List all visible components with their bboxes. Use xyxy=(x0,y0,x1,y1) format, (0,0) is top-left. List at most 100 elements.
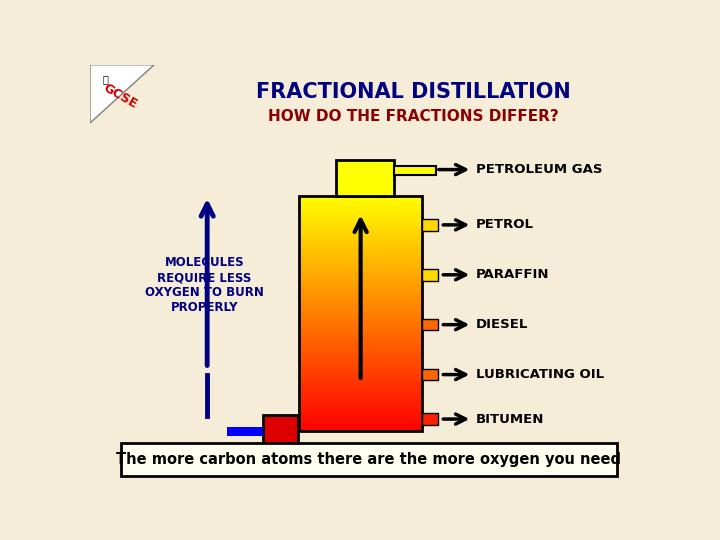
Bar xyxy=(300,408,422,409)
Bar xyxy=(300,254,422,255)
Bar xyxy=(300,337,422,338)
Bar xyxy=(300,361,422,362)
Bar xyxy=(300,387,422,388)
Bar xyxy=(300,420,422,421)
Bar xyxy=(300,309,422,310)
Bar xyxy=(300,322,422,323)
Bar xyxy=(300,338,422,339)
Bar xyxy=(300,293,422,294)
Bar xyxy=(300,414,422,415)
Bar xyxy=(300,374,422,375)
Bar xyxy=(300,377,422,378)
Bar xyxy=(300,306,422,307)
Bar xyxy=(300,334,422,335)
Bar xyxy=(300,201,422,202)
Bar xyxy=(300,212,422,213)
Bar xyxy=(422,219,438,231)
Bar xyxy=(300,325,422,326)
Bar xyxy=(300,314,422,315)
Bar xyxy=(300,321,422,322)
Bar xyxy=(300,428,422,429)
Bar xyxy=(300,320,422,321)
Bar xyxy=(300,379,422,380)
Bar xyxy=(300,399,422,400)
Bar xyxy=(300,371,422,372)
Bar xyxy=(300,366,422,367)
Bar xyxy=(300,355,422,356)
Bar xyxy=(300,411,422,412)
Bar xyxy=(300,308,422,309)
Bar xyxy=(300,239,422,240)
Bar xyxy=(300,274,422,275)
Text: MOLECULES
REQUIRE LESS
OXYGEN TO BURN
PROPERLY: MOLECULES REQUIRE LESS OXYGEN TO BURN PR… xyxy=(145,256,264,314)
Bar xyxy=(300,265,422,266)
Bar xyxy=(300,250,422,251)
Bar xyxy=(300,289,422,290)
Bar xyxy=(300,270,422,271)
Bar xyxy=(300,376,422,377)
Bar xyxy=(300,364,422,365)
Bar xyxy=(300,300,422,301)
Bar xyxy=(300,332,422,333)
Bar xyxy=(300,401,422,402)
Bar xyxy=(300,421,422,422)
Bar xyxy=(300,410,422,411)
Bar xyxy=(300,242,422,243)
Bar xyxy=(300,273,422,274)
Bar xyxy=(422,369,438,380)
Bar xyxy=(300,328,422,329)
Bar xyxy=(300,426,422,427)
Bar xyxy=(300,340,422,341)
Bar xyxy=(300,198,422,199)
Bar xyxy=(422,269,438,281)
Bar xyxy=(300,218,422,219)
Bar xyxy=(300,277,422,278)
Bar xyxy=(300,345,422,346)
Bar xyxy=(300,422,422,423)
Bar xyxy=(300,240,422,241)
Bar xyxy=(300,353,422,354)
Bar xyxy=(300,205,422,206)
Bar xyxy=(300,282,422,283)
Bar xyxy=(300,307,422,308)
Bar xyxy=(300,230,422,231)
Text: LUBRICATING OIL: LUBRICATING OIL xyxy=(476,368,604,381)
Bar xyxy=(300,389,422,390)
Bar xyxy=(300,213,422,214)
Bar xyxy=(300,317,422,318)
Bar xyxy=(300,221,422,222)
Bar xyxy=(263,415,297,447)
Bar xyxy=(300,256,422,257)
Bar xyxy=(300,223,422,224)
Bar xyxy=(300,405,422,406)
Bar xyxy=(300,415,422,416)
Bar xyxy=(300,202,422,203)
Bar xyxy=(300,367,422,368)
Bar xyxy=(300,259,422,260)
Bar xyxy=(300,233,422,234)
Bar xyxy=(300,236,422,237)
Bar xyxy=(300,214,422,215)
Bar xyxy=(300,418,422,419)
Bar xyxy=(300,278,422,279)
Bar xyxy=(300,285,422,286)
Bar xyxy=(422,413,438,425)
Bar xyxy=(300,197,422,198)
Bar xyxy=(300,354,422,355)
Bar xyxy=(300,303,422,304)
Bar xyxy=(300,299,422,300)
Bar xyxy=(300,394,422,395)
Bar xyxy=(300,336,422,337)
Bar xyxy=(300,310,422,311)
Bar xyxy=(300,333,422,334)
Bar xyxy=(300,286,422,287)
Bar xyxy=(300,348,422,349)
Bar xyxy=(300,284,422,285)
Bar xyxy=(300,292,422,293)
Bar xyxy=(300,220,422,221)
Bar xyxy=(300,390,422,391)
Bar xyxy=(300,232,422,233)
Bar xyxy=(300,272,422,273)
Polygon shape xyxy=(90,65,154,123)
Bar xyxy=(300,302,422,303)
